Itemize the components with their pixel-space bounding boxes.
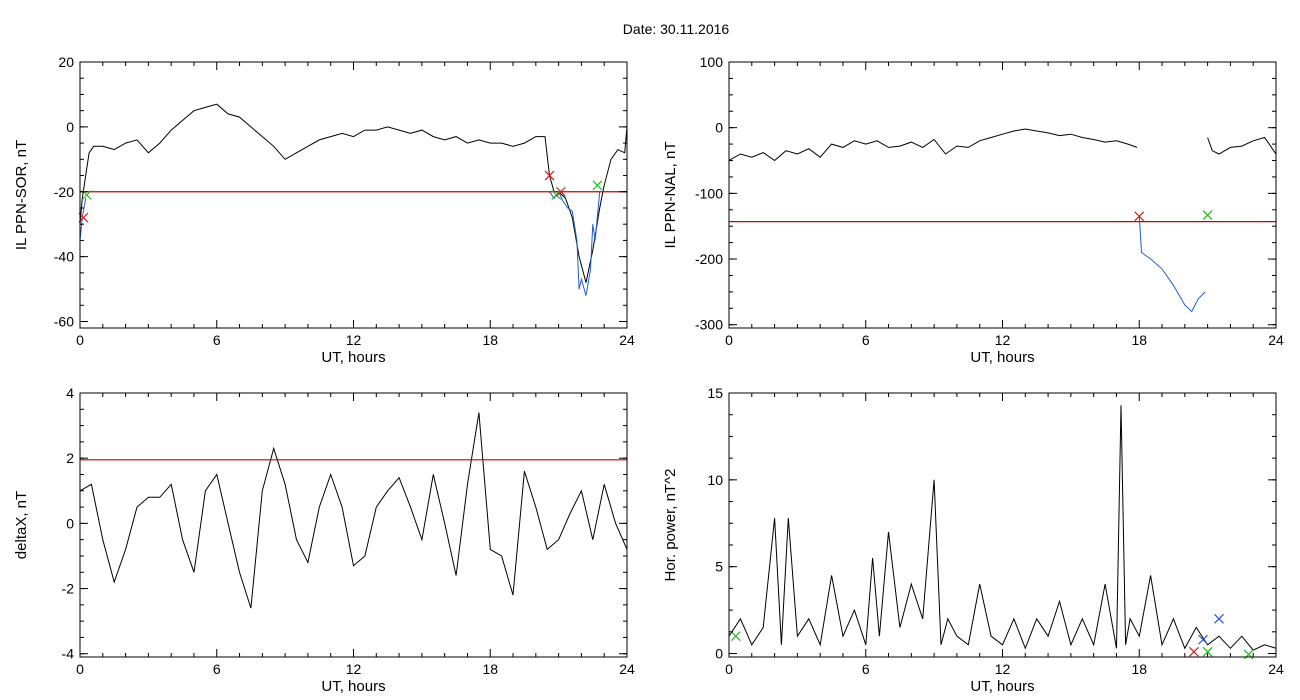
x-tick-label-power-3: 18: [1131, 661, 1147, 677]
x-tick-label-sor-3: 18: [482, 332, 498, 348]
x-axis-label-nal: UT, hours: [970, 349, 1034, 366]
y-tick-label-power-2: 10: [707, 472, 723, 488]
series-line-deltax-0: [80, 412, 627, 609]
event-marker-sor-5: [592, 180, 603, 191]
figure-title: Date: 30.11.2016: [623, 21, 730, 37]
y-tick-label-power-3: 15: [707, 385, 723, 401]
event-marker-sor-4: [555, 186, 566, 197]
series-line-sor-0: [80, 103, 627, 283]
y-tick-label-deltax-4: 4: [66, 385, 74, 401]
event-marker-power-2: [1198, 634, 1208, 645]
y-tick-label-sor-0: -60: [54, 314, 74, 330]
x-tick-label-sor-4: 24: [619, 332, 635, 348]
x-tick-label-power-1: 6: [862, 661, 870, 677]
y-tick-label-sor-3: 0: [66, 119, 74, 135]
event-marker-sor-2: [544, 170, 555, 181]
x-tick-label-nal-4: 24: [1268, 332, 1284, 348]
plot-frame-sor: [79, 61, 628, 329]
panel-nal: 0 6 12 18 24 -300 -200 -100 0 100 UT, hours IL PPN-…: [662, 54, 1284, 366]
x-tick-label-deltax-3: 18: [482, 661, 498, 677]
y-tick-label-deltax-0: -4: [62, 646, 75, 662]
y-axis-label-deltax: deltaX, nT: [13, 491, 30, 559]
plot-frame-deltax: [79, 392, 628, 658]
y-tick-label-power-1: 5: [715, 559, 723, 575]
x-tick-label-nal-3: 18: [1131, 332, 1147, 348]
y-tick-label-sor-4: 20: [58, 54, 74, 70]
x-tick-label-deltax-4: 24: [619, 661, 635, 677]
event-marker-power-5: [1243, 649, 1254, 660]
x-axis-label-power: UT, hours: [970, 678, 1034, 695]
x-tick-label-sor-1: 6: [213, 332, 221, 348]
event-marker-nal-1: [1202, 210, 1213, 220]
event-marker-power-0: [730, 631, 741, 642]
x-tick-label-nal-1: 6: [862, 332, 870, 348]
x-tick-label-nal-0: 0: [725, 332, 733, 348]
panel-sor: 0 6 12 18 24 -60 -40 -20 0 20 UT, hours IL PPN-SOR,…: [13, 54, 635, 366]
series-line-power-0: [729, 405, 1276, 651]
event-marker-power-4: [1214, 613, 1224, 624]
series-line-sor-2: [549, 190, 601, 296]
x-tick-label-power-2: 12: [995, 661, 1011, 677]
y-tick-label-nal-2: -100: [695, 185, 723, 201]
y-axis-label-nal: IL PPN-NAL, nT: [662, 142, 679, 249]
x-tick-label-power-4: 24: [1268, 661, 1284, 677]
x-tick-label-deltax-2: 12: [346, 661, 362, 677]
x-axis-label-sor: UT, hours: [321, 349, 385, 366]
y-tick-label-sor-1: -40: [54, 249, 74, 265]
y-tick-label-nal-0: -300: [695, 317, 723, 333]
series-line-nal-2: [1207, 136, 1276, 155]
y-tick-label-sor-2: -20: [54, 184, 74, 200]
x-tick-label-deltax-0: 0: [76, 661, 84, 677]
x-axis-label-deltax: UT, hours: [321, 678, 385, 695]
series-line-sor-1: [80, 198, 87, 241]
x-tick-label-deltax-1: 6: [213, 661, 221, 677]
plot-frame-power: [728, 392, 1277, 658]
y-tick-label-nal-3: 0: [715, 120, 723, 136]
series-line-nal-0: [729, 128, 1138, 162]
y-axis-label-sor: IL PPN-SOR, nT: [13, 140, 30, 250]
event-marker-power-3: [1202, 646, 1213, 657]
x-tick-label-power-0: 0: [725, 661, 733, 677]
x-tick-label-nal-2: 12: [995, 332, 1011, 348]
y-tick-label-deltax-2: 0: [66, 515, 74, 531]
event-marker-sor-3: [551, 190, 562, 200]
y-axis-label-power: Hor. power, nT^2: [662, 469, 679, 582]
y-tick-label-nal-1: -200: [695, 251, 723, 267]
panel-power: 0 6 12 18 24 0 5 10 15 UT, hours Hor. power, nT^2: [662, 385, 1284, 695]
y-tick-label-power-0: 0: [715, 646, 723, 662]
x-tick-label-sor-2: 12: [346, 332, 362, 348]
event-marker-power-1: [1189, 646, 1199, 657]
event-marker-nal-0: [1134, 211, 1145, 222]
y-tick-label-deltax-1: -2: [62, 581, 75, 597]
series-line-nal-1: [1138, 216, 1206, 313]
y-tick-label-nal-4: 100: [700, 54, 724, 70]
x-tick-label-sor-0: 0: [76, 332, 84, 348]
plot-frame-nal: [728, 61, 1277, 329]
y-tick-label-deltax-3: 2: [66, 450, 74, 466]
